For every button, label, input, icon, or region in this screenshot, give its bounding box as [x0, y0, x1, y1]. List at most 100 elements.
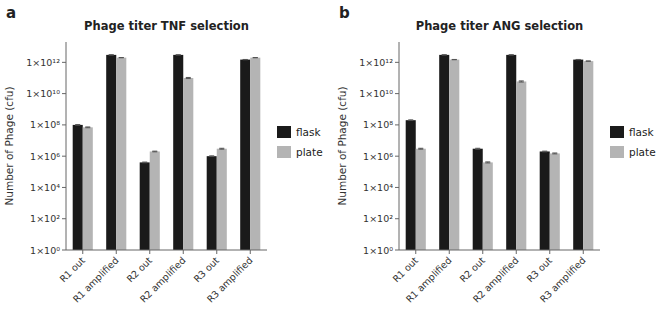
error-cap	[209, 156, 214, 157]
error-bar	[243, 59, 248, 60]
error-bar	[119, 57, 124, 58]
y-tick-label: 1×10²	[363, 213, 393, 224]
error-cap	[452, 59, 457, 60]
chart: a Phage titer TNF selection Number of Phag…	[0, 0, 666, 328]
x-tick	[250, 250, 251, 254]
error-cap	[176, 54, 181, 55]
error-bar	[552, 152, 557, 154]
error-bar	[186, 77, 191, 78]
x-tick-label: R1 out	[390, 254, 420, 284]
error-cap	[119, 57, 124, 58]
bar	[250, 58, 260, 250]
error-bar	[75, 124, 80, 126]
error-cap	[509, 54, 514, 55]
panel-label: a	[6, 4, 16, 22]
error-bar	[509, 54, 514, 55]
y-tick	[395, 250, 399, 251]
error-bar	[519, 81, 524, 82]
y-tick	[62, 124, 66, 125]
bar	[116, 58, 126, 250]
error-cap	[442, 54, 447, 55]
error-bar	[219, 148, 224, 150]
error-bar	[442, 54, 447, 55]
y-tick-label: 1×10⁰	[30, 245, 60, 256]
y-axis-label: Number of Phage (cfu)	[336, 86, 348, 205]
error-bar	[109, 54, 114, 55]
error-cap	[475, 148, 480, 149]
x-axis-line	[66, 250, 267, 251]
bar	[217, 149, 227, 250]
x-tick	[183, 250, 184, 254]
bar	[573, 60, 583, 250]
error-bar	[542, 151, 547, 153]
x-tick-label: R3 amplified	[538, 255, 588, 305]
error-cap	[552, 153, 557, 154]
error-cap	[243, 59, 248, 60]
bar	[540, 151, 550, 250]
error-bar	[142, 162, 147, 164]
y-axis-line	[399, 42, 400, 250]
x-tick-label: R2 amplified	[138, 255, 188, 305]
bar	[483, 162, 493, 250]
y-tick-label: 1×10⁰	[363, 245, 393, 256]
error-cap	[186, 78, 191, 79]
x-axis-line	[399, 250, 600, 251]
y-tick	[62, 93, 66, 94]
y-tick	[62, 187, 66, 188]
bar	[240, 60, 250, 250]
error-bar	[586, 60, 591, 61]
error-cap	[485, 161, 490, 162]
x-tick-label: R1 amplified	[71, 255, 121, 305]
bar	[550, 153, 560, 250]
x-tick-label: R2 amplified	[471, 255, 521, 305]
bar	[439, 55, 449, 250]
error-cap	[253, 57, 258, 58]
y-tick	[395, 218, 399, 219]
error-bar	[452, 59, 457, 60]
legend-label: plate	[629, 146, 656, 158]
y-tick	[395, 156, 399, 157]
error-cap	[576, 59, 581, 60]
bar	[583, 61, 593, 250]
error-cap	[452, 59, 457, 60]
y-tick-label: 1×10²	[30, 213, 60, 224]
bar	[106, 55, 116, 250]
error-cap	[475, 149, 480, 150]
bar	[416, 149, 426, 250]
x-tick	[583, 250, 584, 254]
error-cap	[576, 59, 581, 60]
x-tick-label: R1 amplified	[404, 255, 454, 305]
error-cap	[519, 80, 524, 81]
error-cap	[442, 54, 447, 55]
x-tick	[82, 250, 83, 254]
error-cap	[408, 119, 413, 120]
panel: bPhage titer ANG selectionNumber of Phag…	[336, 4, 656, 305]
x-tick	[116, 250, 117, 254]
y-tick	[62, 250, 66, 251]
title: Phage titer TNF selection	[84, 19, 249, 33]
error-cap	[109, 54, 114, 55]
error-cap	[485, 162, 490, 163]
bar	[207, 156, 217, 250]
error-cap	[418, 148, 423, 149]
error-bar	[152, 151, 157, 153]
legend-swatch	[610, 146, 624, 158]
x-tick	[549, 250, 550, 254]
error-bar	[485, 162, 490, 163]
legend: flaskplate	[277, 126, 323, 158]
legend-label: flask	[296, 126, 322, 138]
bar	[516, 81, 526, 250]
y-tick-label: 1×10⁸	[363, 119, 393, 130]
error-cap	[142, 162, 147, 163]
error-cap	[85, 127, 90, 128]
error-cap	[542, 151, 547, 152]
x-tick	[516, 250, 517, 254]
x-tick-label: R2 out	[124, 254, 154, 284]
x-tick-label: R3 out	[191, 254, 221, 284]
y-tick	[395, 124, 399, 125]
error-cap	[243, 59, 248, 60]
bar	[83, 127, 93, 250]
legend-swatch	[610, 126, 624, 138]
x-tick-label: R1 out	[57, 254, 87, 284]
x-tick-label: R2 out	[457, 254, 487, 284]
